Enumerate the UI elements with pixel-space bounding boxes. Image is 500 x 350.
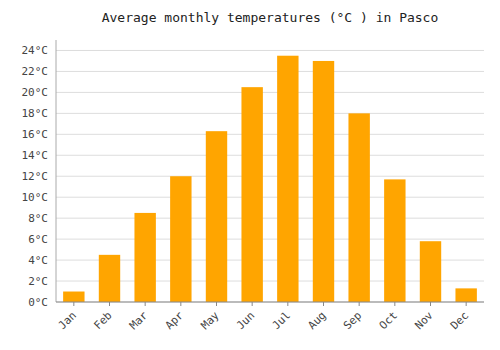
bar bbox=[170, 176, 191, 302]
x-tick-label: Jun bbox=[234, 309, 257, 332]
y-tick-label: 6°C bbox=[28, 233, 48, 246]
bar bbox=[384, 179, 405, 302]
y-tick-label: 24°C bbox=[22, 44, 49, 57]
x-tick bbox=[394, 302, 395, 306]
bars bbox=[63, 56, 477, 302]
y-tick-label: 10°C bbox=[22, 191, 49, 204]
y-tick-label: 14°C bbox=[22, 149, 49, 162]
title: Average monthly temperatures (°C ) in Pa… bbox=[102, 10, 439, 25]
y-tick-label: 2°C bbox=[28, 275, 48, 288]
y-tick-label: 22°C bbox=[22, 65, 49, 78]
x-tick bbox=[73, 302, 74, 306]
grid-line bbox=[56, 155, 484, 156]
y-axis-line bbox=[56, 40, 57, 302]
bar bbox=[348, 113, 369, 302]
grid-line bbox=[56, 239, 484, 240]
bar bbox=[313, 61, 334, 302]
x-tick bbox=[287, 302, 288, 306]
x-tick bbox=[109, 302, 110, 306]
y-tick-label: 12°C bbox=[22, 170, 49, 183]
x-tick-label: Jan bbox=[56, 309, 79, 332]
x-tick-label: Nov bbox=[412, 309, 436, 333]
x-tick bbox=[180, 302, 181, 306]
page: {"chart_data": {"type": "bar", "title": … bbox=[0, 0, 500, 350]
x-tick bbox=[323, 302, 324, 306]
grid-line bbox=[56, 218, 484, 219]
x-tick bbox=[252, 302, 253, 306]
x-tick bbox=[216, 302, 217, 306]
bar bbox=[134, 213, 155, 302]
bar bbox=[241, 87, 262, 302]
grid-line bbox=[56, 302, 484, 303]
grid-line bbox=[56, 71, 484, 72]
grid-line bbox=[56, 197, 484, 198]
x-tick-label: Jul bbox=[270, 309, 293, 332]
x-axis-line bbox=[56, 302, 484, 303]
x-tick-label: Apr bbox=[163, 309, 187, 333]
grid bbox=[56, 50, 484, 302]
y-tick-label: 20°C bbox=[22, 86, 49, 99]
y-tick-label: 0°C bbox=[28, 296, 48, 309]
grid-line bbox=[56, 92, 484, 93]
y-tick-label: 4°C bbox=[28, 254, 48, 267]
x-tick bbox=[359, 302, 360, 306]
x-tick-label: Aug bbox=[305, 309, 328, 332]
x-tick-label: Feb bbox=[91, 309, 114, 332]
bar bbox=[99, 255, 120, 302]
chart: Average monthly temperatures (°C ) in Pa… bbox=[0, 0, 500, 350]
bar bbox=[277, 56, 298, 302]
x-tick-label: Dec bbox=[448, 309, 471, 332]
x-tick bbox=[145, 302, 146, 306]
y-tick-label: 8°C bbox=[28, 212, 48, 225]
x-tick-label: Sep bbox=[341, 309, 364, 332]
grid-line bbox=[56, 176, 484, 177]
x-tick bbox=[466, 302, 467, 306]
y-tick-label: 18°C bbox=[22, 107, 49, 120]
x-tick-label: Mar bbox=[127, 309, 151, 333]
x-tick-label: May bbox=[198, 309, 222, 333]
x-tick-label: Oct bbox=[377, 309, 400, 332]
grid-line bbox=[56, 50, 484, 51]
grid-line bbox=[56, 134, 484, 135]
y-tick-label: 16°C bbox=[22, 128, 49, 141]
bar bbox=[206, 131, 227, 302]
bar bbox=[63, 292, 84, 302]
bar bbox=[455, 288, 476, 302]
bar bbox=[420, 241, 441, 302]
x-tick bbox=[430, 302, 431, 306]
grid-line bbox=[56, 113, 484, 114]
